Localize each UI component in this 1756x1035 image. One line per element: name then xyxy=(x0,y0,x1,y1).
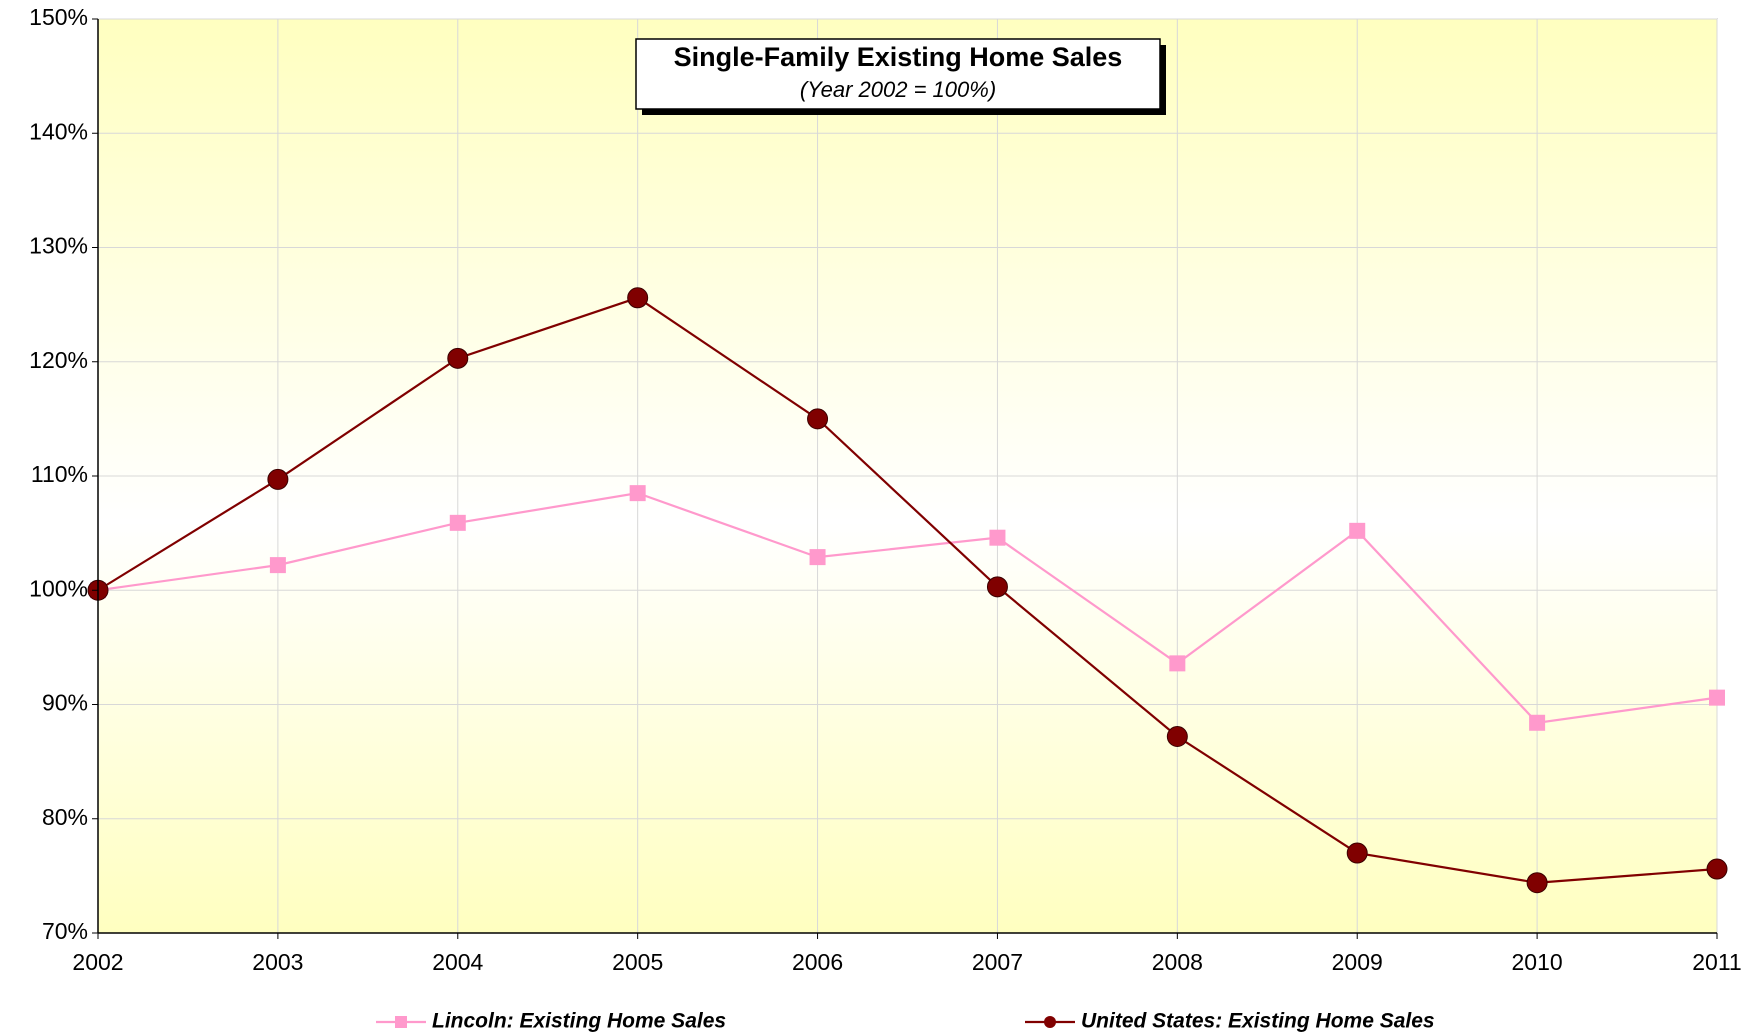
title-box xyxy=(635,38,1161,110)
point xyxy=(807,408,829,430)
point xyxy=(267,468,289,490)
legend-label: United States: Existing Home Sales xyxy=(1081,1010,1435,1033)
x-tick-label: 2005 xyxy=(612,949,663,975)
x-tick-label: 2008 xyxy=(1152,949,1203,975)
x-tick-label: 2007 xyxy=(972,949,1023,975)
chart-title: Single-Family Existing Home Sales xyxy=(674,42,1123,72)
legend-marker xyxy=(1044,1016,1056,1028)
point xyxy=(989,529,1006,546)
y-tick-label: 150% xyxy=(29,4,88,30)
point xyxy=(1529,714,1546,731)
y-tick-label: 80% xyxy=(42,804,88,830)
point xyxy=(809,549,826,566)
x-tick-label: 2002 xyxy=(72,949,123,975)
point xyxy=(1169,655,1186,672)
point xyxy=(1346,842,1368,864)
point xyxy=(1526,872,1548,894)
x-tick-label: 2006 xyxy=(792,949,843,975)
point xyxy=(1709,689,1725,706)
x-tick-label: 2003 xyxy=(252,949,303,975)
series-line xyxy=(97,492,1718,724)
y-tick-label: 120% xyxy=(29,347,88,373)
legend-item: Lincoln: Existing Home Sales xyxy=(376,1010,726,1033)
legend-marker xyxy=(395,1016,407,1028)
y-tick-label: 90% xyxy=(42,690,88,716)
x-tick-label: 2010 xyxy=(1512,949,1563,975)
chart-subtitle: (Year 2002 = 100%) xyxy=(800,77,996,102)
y-tick-label: 130% xyxy=(29,233,88,259)
point xyxy=(447,347,469,369)
x-tick-label: 2004 xyxy=(432,949,483,975)
point xyxy=(1349,522,1366,539)
point xyxy=(629,485,646,502)
y-tick-label: 70% xyxy=(42,918,88,944)
point xyxy=(986,576,1008,598)
point xyxy=(1706,858,1728,880)
point xyxy=(449,514,466,531)
y-tick-label: 110% xyxy=(31,461,88,487)
y-tick-label: 140% xyxy=(29,118,88,144)
point xyxy=(1166,725,1188,747)
point xyxy=(627,287,649,309)
y-tick-label: 100% xyxy=(29,575,88,601)
point xyxy=(269,557,286,574)
legend-item: United States: Existing Home Sales xyxy=(1025,1010,1435,1033)
legend-label: Lincoln: Existing Home Sales xyxy=(432,1010,726,1033)
series-line xyxy=(97,296,1718,884)
x-tick-label: 2011 xyxy=(1692,949,1741,975)
x-tick-label: 2009 xyxy=(1332,949,1383,975)
